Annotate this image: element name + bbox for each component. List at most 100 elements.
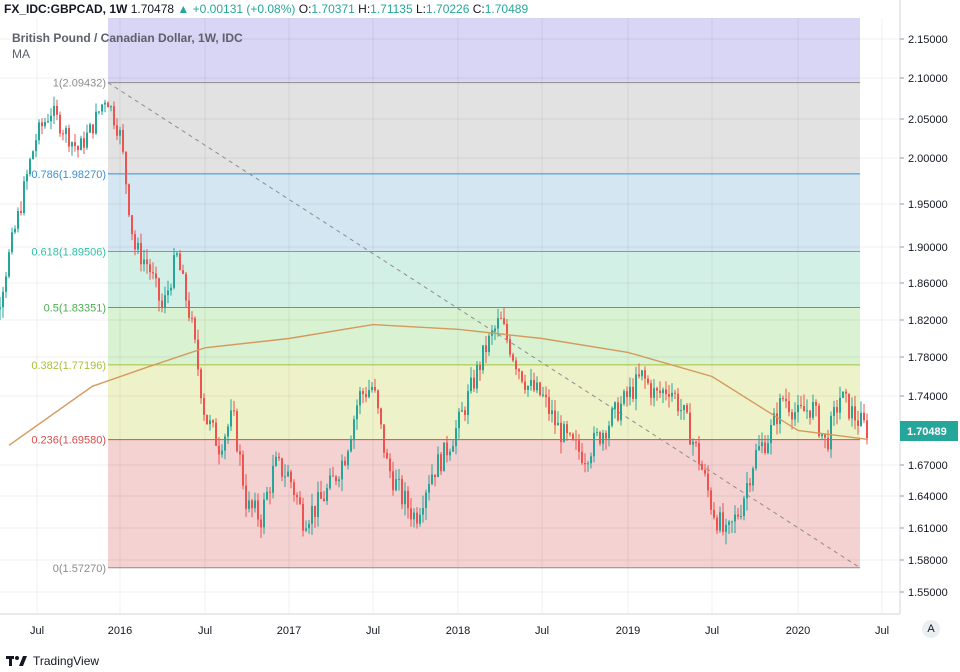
low-label: L: (416, 2, 427, 16)
candle-body (137, 242, 139, 250)
candle-body (668, 394, 670, 397)
candle-body (821, 433, 823, 437)
candle-body (341, 460, 343, 480)
y-tick-label: 1.74000 (908, 391, 948, 403)
fib-label: 0.618(1.89506) (31, 246, 106, 258)
candle-body (59, 114, 61, 134)
candle-body (470, 377, 472, 392)
candle-body (413, 512, 415, 520)
candle-body (374, 387, 376, 391)
candle-body (356, 405, 358, 420)
candle-body (323, 498, 325, 502)
fib-label: 0.236(1.69580) (31, 435, 106, 447)
fib-band (108, 439, 860, 568)
candle-body (380, 408, 382, 425)
y-tick-label: 1.78000 (908, 352, 948, 364)
candle-body (215, 422, 217, 446)
candle-body (173, 255, 175, 288)
fib-band (108, 82, 860, 174)
candle-body (23, 181, 25, 214)
candle-body (755, 449, 757, 469)
candle-body (83, 138, 85, 148)
candle-body (476, 365, 478, 389)
fib-label: 0(1.57270) (53, 563, 106, 575)
candle-body (815, 402, 817, 406)
candle-body (806, 410, 808, 412)
candle-body (281, 458, 283, 477)
candle-body (389, 458, 391, 472)
price-axis[interactable]: 2.15000 2.10000 2.05000 2.00000 1.95000 1.900… (900, 34, 958, 599)
candle-body (311, 505, 313, 524)
candle-body (29, 159, 31, 175)
candle-body (560, 422, 562, 442)
candle-body (506, 323, 508, 340)
auto-scale-button[interactable]: A (922, 620, 940, 638)
candle-body (212, 420, 214, 423)
candle-body (845, 391, 847, 394)
candle-body (260, 519, 262, 528)
candle-body (848, 393, 850, 419)
candle-body (71, 142, 73, 147)
candle-body (56, 105, 58, 115)
candle-body (434, 474, 436, 478)
candle-body (617, 402, 619, 421)
candle-body (191, 317, 193, 319)
symbol-name[interactable]: FX_IDC:GBPCAD, 1W (4, 2, 128, 16)
x-tick-label: Jul (535, 625, 549, 637)
y-tick-label: 2.10000 (908, 73, 948, 85)
candle-body (422, 507, 424, 515)
candle-body (773, 413, 775, 426)
candle-body (446, 442, 448, 456)
candle-body (776, 413, 778, 425)
candle-body (455, 428, 457, 447)
y-tick-label: 1.95000 (908, 199, 948, 211)
candle-body (185, 273, 187, 301)
candle-body (233, 410, 235, 412)
candle-body (335, 476, 337, 482)
candle-body (488, 335, 490, 353)
candle-body (314, 505, 316, 518)
candle-body (479, 365, 481, 371)
candle-body (581, 451, 583, 464)
candle-body (2, 291, 4, 308)
candle-body (638, 374, 640, 377)
tradingview-logo[interactable]: TradingView (6, 654, 99, 668)
candle-body (698, 443, 700, 464)
candle-body (407, 490, 409, 509)
candle-body (320, 492, 322, 499)
candle-body (647, 378, 649, 384)
candle-body (269, 491, 271, 493)
time-axis[interactable]: Jul 2016 Jul 2017 Jul 2018 Jul 2019 Jul 2020 Jul (30, 625, 889, 637)
candle-body (758, 446, 760, 450)
candle-body (155, 273, 157, 279)
candle-body (524, 381, 526, 390)
candle-body (746, 483, 748, 499)
last-price-label: 1.70489 (907, 426, 947, 438)
candle-body (305, 528, 307, 531)
candle-body (752, 468, 754, 486)
candle-body (287, 471, 289, 477)
candle-body (86, 132, 88, 148)
candle-body (824, 433, 826, 438)
candle-body (65, 127, 67, 134)
candle-body (770, 425, 772, 444)
candle-body (530, 380, 532, 386)
candle-body (104, 102, 106, 105)
x-tick-label: 2018 (446, 625, 470, 637)
candle-body (683, 405, 685, 411)
candle-body (716, 517, 718, 531)
candle-body (101, 104, 103, 112)
candle-body (14, 228, 16, 233)
candle-body (722, 512, 724, 532)
candle-body (383, 424, 385, 453)
candle-body (206, 414, 208, 425)
candle-body (371, 387, 373, 390)
candle-body (464, 410, 466, 415)
candle-body (803, 406, 805, 412)
price-change: +0.00131 (+0.08%) (192, 2, 296, 16)
candle-body (725, 524, 727, 532)
indicator-label[interactable]: MA (12, 47, 30, 61)
candle-body (692, 441, 694, 445)
y-tick-label: 1.90000 (908, 242, 948, 254)
